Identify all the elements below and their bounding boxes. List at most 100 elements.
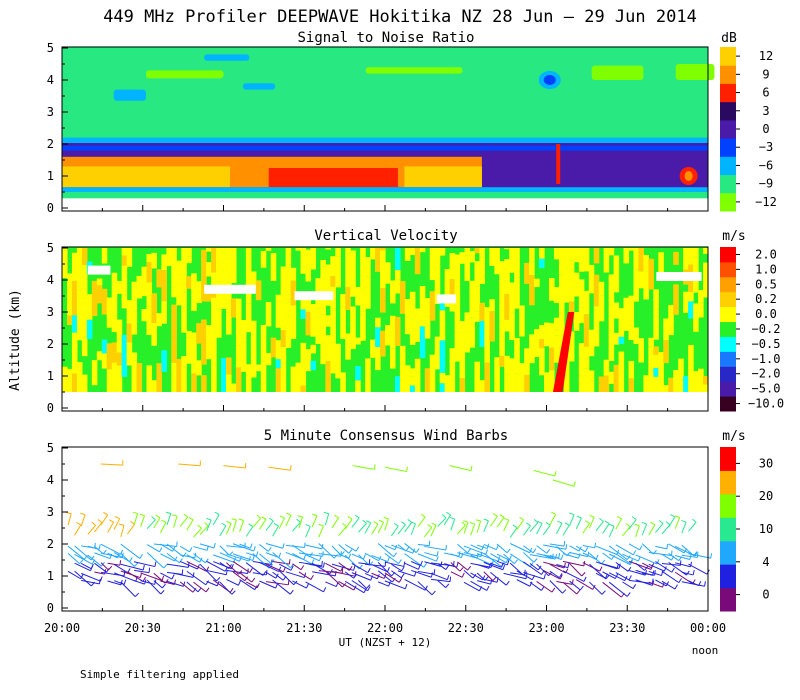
vv-cell xyxy=(146,282,153,296)
wind-barb xyxy=(404,522,413,533)
wind-barb xyxy=(252,572,267,576)
vv-cell xyxy=(81,337,88,357)
snr-patch xyxy=(365,67,463,74)
vv-cell xyxy=(380,287,386,313)
wind-barb xyxy=(457,543,468,554)
snr-blue-edge xyxy=(62,145,708,151)
wind-barb xyxy=(239,579,255,591)
vv-cell xyxy=(206,286,212,302)
wind-barb xyxy=(351,517,360,528)
vv-gap xyxy=(656,272,702,281)
wind-barb xyxy=(219,562,230,570)
wind-barb-flag xyxy=(123,579,127,585)
wind-barb-flag xyxy=(698,580,702,586)
vv-cell xyxy=(275,294,282,328)
colorbar-label: −1.0 xyxy=(752,352,781,366)
wind-barb-flag xyxy=(171,574,175,580)
wind-barb xyxy=(437,517,447,527)
wind-barb xyxy=(635,579,653,586)
vv-cell xyxy=(454,254,461,287)
vv-cell xyxy=(255,364,262,372)
wind-barb-flag xyxy=(192,587,197,593)
wind-barb xyxy=(239,520,245,533)
wind-barb-flag xyxy=(386,567,390,573)
wind-barb-flag xyxy=(401,521,406,526)
wind-barb xyxy=(159,521,167,534)
wind-barb-flag xyxy=(214,511,220,516)
vv-cell xyxy=(519,363,525,392)
vv-cell xyxy=(588,329,595,357)
vv-cell xyxy=(693,371,699,392)
vv-cell xyxy=(196,323,202,344)
wind-barb xyxy=(259,544,269,552)
wind-barb xyxy=(166,580,184,587)
wind-barb xyxy=(397,544,407,552)
vv-cell xyxy=(663,318,669,341)
vv-cell xyxy=(106,343,113,370)
vv-cell xyxy=(703,384,709,392)
vv-cell xyxy=(320,314,326,322)
vv-cell xyxy=(76,248,83,264)
vv-cell xyxy=(285,302,292,317)
wind-barb-flag xyxy=(609,523,615,527)
wind-barb xyxy=(628,560,652,570)
snr-spike xyxy=(556,144,561,184)
wind-barb-flag xyxy=(537,520,543,524)
wind-barb-flag xyxy=(558,552,561,559)
wind-barb xyxy=(318,543,335,559)
vv-cell xyxy=(499,261,505,285)
vv-cell xyxy=(221,285,227,309)
vv-cell xyxy=(310,303,317,330)
vv-cell xyxy=(688,344,694,365)
wind-panel-title: 5 Minute Consensus Wind Barbs xyxy=(264,428,508,444)
wind-barb xyxy=(80,514,86,527)
wind-barb xyxy=(133,580,145,585)
vv-cell xyxy=(514,373,520,392)
wind-barb-flag xyxy=(303,572,307,578)
vv-cell xyxy=(548,278,555,301)
colorbar-swatch xyxy=(720,47,736,66)
wind-barb-flag xyxy=(233,557,236,563)
vv-cell xyxy=(161,350,167,372)
wind-barb-flag xyxy=(142,564,145,571)
wind-barb-flag xyxy=(505,580,510,586)
colorbar-swatch xyxy=(720,381,736,397)
vv-cell xyxy=(191,332,197,365)
wind-barb-flag xyxy=(625,523,631,528)
wind-barb-flag xyxy=(398,559,402,564)
wind-barb xyxy=(503,572,527,580)
vv-cell xyxy=(345,333,351,360)
vv-cell xyxy=(464,312,471,332)
vv-cell xyxy=(534,329,540,357)
vv-cell xyxy=(439,383,446,392)
vv-cell xyxy=(201,267,207,302)
wind-barb-flag xyxy=(216,577,221,582)
vv-cell xyxy=(76,362,83,392)
wind-barb xyxy=(437,563,447,570)
wind-barb-flag xyxy=(114,516,120,520)
wind-barb xyxy=(232,519,237,532)
wind-barb-flag xyxy=(585,520,590,524)
vv-cell xyxy=(434,278,441,305)
vv-cell xyxy=(146,295,153,307)
vv-cell xyxy=(146,365,153,392)
vv-cell xyxy=(603,359,610,376)
vv-cell xyxy=(141,309,148,322)
vv-cell xyxy=(394,270,401,280)
wind-barb-flag xyxy=(80,512,86,516)
wind-barb xyxy=(391,544,414,554)
wind-barb xyxy=(305,526,311,538)
wind-barb-flag xyxy=(97,519,103,524)
wind-barb-flag xyxy=(546,548,551,554)
wind-barb-flag xyxy=(401,566,405,572)
vv-cell xyxy=(479,277,485,284)
wind-barb-flag xyxy=(533,519,539,523)
vv-cell xyxy=(255,280,262,301)
wind-barb-flag xyxy=(686,570,690,576)
wind-barb xyxy=(430,578,451,583)
y-tick-label: 0 xyxy=(47,401,54,415)
vv-cell xyxy=(216,309,222,338)
wind-barb xyxy=(688,563,708,575)
colorbar-swatch xyxy=(720,587,736,612)
wind-barb xyxy=(113,518,121,530)
